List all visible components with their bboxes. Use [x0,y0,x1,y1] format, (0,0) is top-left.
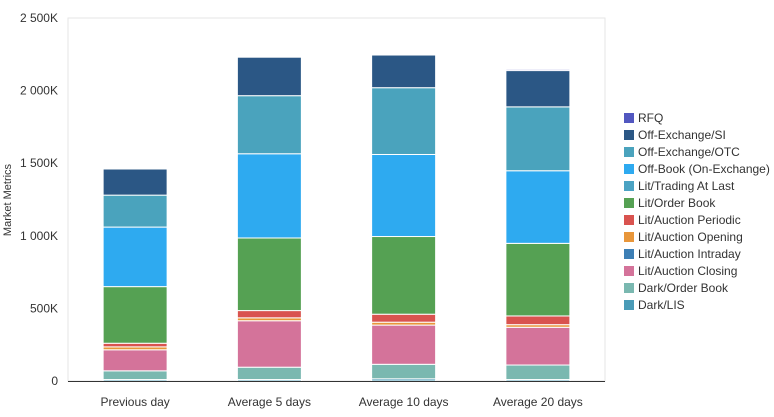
y-axis-title: Market Metrics [2,163,14,236]
bar-segment[interactable] [505,170,571,244]
bars-group [102,54,571,382]
legend-item[interactable]: Off-Book (On-Exchange) [624,162,770,176]
legend-swatch [624,198,634,208]
legend-item[interactable]: Lit/Auction Periodic [624,213,741,227]
legend-swatch [624,130,634,140]
legend-item[interactable]: Lit/Auction Closing [624,264,737,278]
y-axis-ticks: 0 500K 1 000K 1 500K 2 000K 2 500K [20,11,58,388]
legend-label: Lit/Auction Intraday [638,247,741,261]
bar-segment[interactable] [371,363,437,380]
legend-item[interactable]: Lit/Trading At Last [624,179,735,193]
bar-segment[interactable] [371,54,437,89]
legend-item[interactable]: Lit/Order Book [624,196,716,210]
x-tick-label: Average 5 days [228,395,311,409]
bar-segment[interactable] [505,315,571,326]
legend-item[interactable]: RFQ [624,111,663,125]
bar-segment[interactable] [102,370,168,381]
bar-segment[interactable] [505,242,571,317]
bar-segment[interactable] [236,95,302,155]
y-tick-label: 500K [30,301,58,315]
bar-segment[interactable] [505,106,571,172]
legend-swatch [624,300,634,310]
legend-item[interactable]: Off-Exchange/SI [624,128,726,142]
bar-segment[interactable] [236,320,302,368]
bar-segment[interactable] [236,153,302,239]
legend-label: Lit/Trading At Last [638,179,735,193]
bar-segment[interactable] [371,324,437,365]
bar-segment[interactable] [102,286,168,344]
bar-segment[interactable] [236,310,302,319]
bar-segment[interactable] [236,56,302,97]
x-tick-label: Average 10 days [359,395,449,409]
bar-segment[interactable] [371,153,437,238]
bar-segment[interactable] [505,326,571,366]
legend-swatch [624,164,634,174]
legend-item[interactable]: Dark/LIS [624,298,685,312]
legend-swatch [624,266,634,276]
bar-segment[interactable] [236,366,302,381]
bar-segment[interactable] [102,342,168,348]
legend-item[interactable]: Lit/Auction Intraday [624,247,741,261]
legend-label: Off-Exchange/OTC [638,145,740,159]
legend: RFQ Off-Exchange/SI Off-Exchange/OTC Off-Bo… [624,111,770,312]
legend-label: RFQ [638,111,663,125]
bar-segment[interactable] [102,168,168,196]
bar-segment[interactable] [236,237,302,312]
legend-swatch [624,249,634,259]
legend-label: Lit/Auction Closing [638,264,737,278]
legend-label: Lit/Auction Periodic [638,213,741,227]
bar-segment[interactable] [102,194,168,228]
bar-segment[interactable] [505,70,571,108]
legend-swatch [624,215,634,225]
y-tick-label: 2 000K [20,84,58,98]
bar-segment[interactable] [371,87,437,155]
legend-item[interactable]: Dark/Order Book [624,281,729,295]
bar-segment[interactable] [505,68,571,72]
legend-label: Lit/Auction Opening [638,230,743,244]
y-tick-label: 1 000K [20,229,58,243]
legend-swatch [624,113,634,123]
bar-segment[interactable] [102,349,168,372]
legend-swatch [624,283,634,293]
legend-swatch [624,181,634,191]
y-tick-label: 2 500K [20,11,58,25]
bar-segment[interactable] [505,364,571,381]
legend-label: Dark/LIS [638,298,685,312]
x-axis-ticks: Previous day Average 5 days Average 10 day… [100,395,582,409]
legend-swatch [624,147,634,157]
legend-label: Dark/Order Book [638,281,729,295]
legend-label: Off-Exchange/SI [638,128,726,142]
y-tick-label: 0 [51,374,58,388]
y-tick-label: 1 500K [20,156,58,170]
legend-label: Off-Book (On-Exchange) [638,162,770,176]
legend-label: Lit/Order Book [638,196,716,210]
legend-swatch [624,232,634,242]
bar-segment[interactable] [371,313,437,323]
bar-segment[interactable] [371,236,437,315]
x-tick-label: Previous day [100,395,169,409]
x-tick-label: Average 20 days [493,395,583,409]
legend-item[interactable]: Off-Exchange/OTC [624,145,740,159]
bar-segment[interactable] [102,226,168,288]
legend-item[interactable]: Lit/Auction Opening [624,230,743,244]
